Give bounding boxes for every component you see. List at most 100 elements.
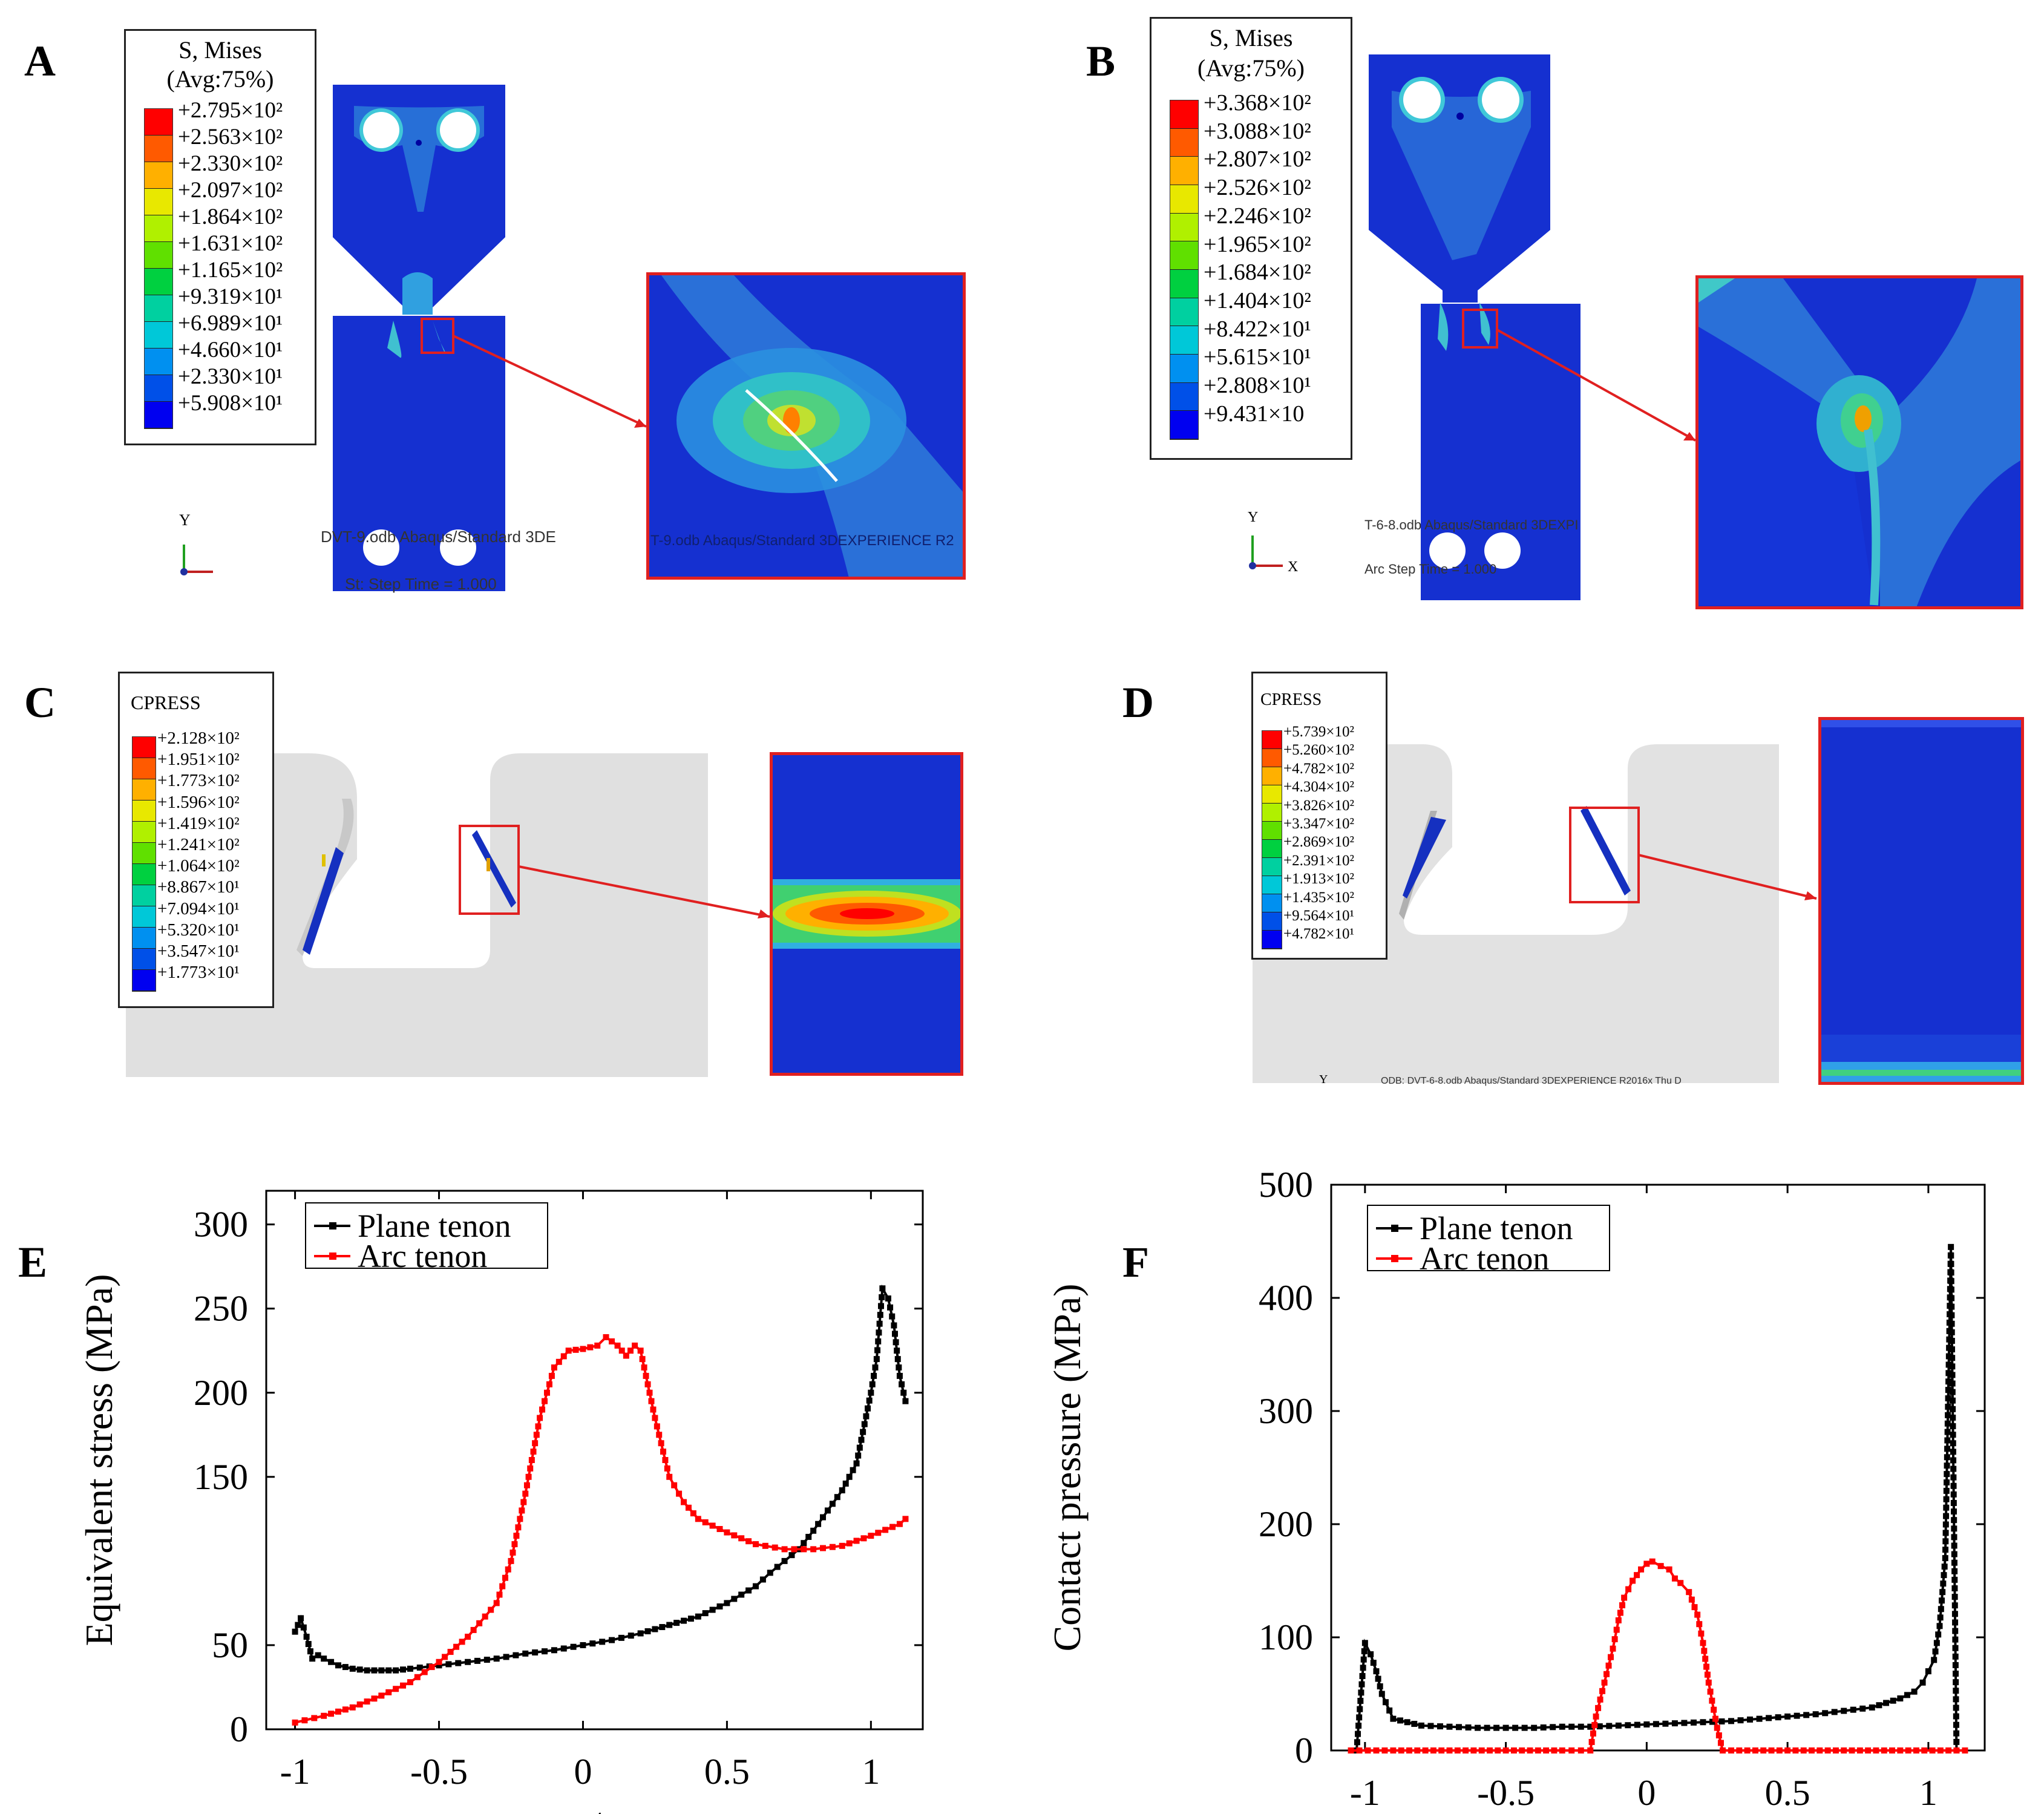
legend-d: CPRESS +5.739×10² +5.260×10² +4.782×10² +4.… <box>1251 672 1387 960</box>
zoom-d <box>1818 717 2024 1085</box>
series-marker-0 <box>532 1649 539 1655</box>
series-marker-0 <box>393 1667 399 1674</box>
series-marker-1 <box>1470 1747 1477 1753</box>
series-marker-1 <box>1873 1747 1879 1753</box>
series-marker-0 <box>1360 1665 1366 1671</box>
series-marker-0 <box>1939 1589 1946 1596</box>
legend-c-values: +2.128×10² +1.951×10² +1.773×10² +1.596×10²… <box>157 728 240 983</box>
zoom-b-band <box>1698 278 2020 606</box>
series-marker-0 <box>1690 1719 1697 1726</box>
series-marker-1 <box>1776 1747 1783 1753</box>
series-marker-0 <box>724 1600 730 1606</box>
series-marker-1 <box>532 1440 539 1447</box>
series-marker-0 <box>1354 1739 1360 1746</box>
series-marker-0 <box>1411 1721 1418 1727</box>
series-marker-1 <box>1905 1747 1911 1753</box>
legend-swatch <box>145 295 172 322</box>
series-marker-1 <box>1599 1688 1606 1694</box>
series-marker-1 <box>442 1654 448 1660</box>
legend-swatch <box>145 109 172 136</box>
series-marker-1 <box>716 1526 723 1533</box>
series-marker-0 <box>1375 1675 1381 1682</box>
series-marker-1 <box>511 1541 518 1548</box>
series-marker-1 <box>1752 1747 1758 1753</box>
series-marker-1 <box>453 1643 460 1650</box>
series-marker-0 <box>868 1389 874 1396</box>
series-marker-1 <box>1610 1645 1616 1652</box>
series-marker-0 <box>315 1652 321 1658</box>
series-marker-1 <box>459 1639 465 1645</box>
series-marker-1 <box>820 1545 827 1551</box>
legend-swatch <box>1262 804 1282 822</box>
panel-label-e: E <box>18 1238 48 1286</box>
series-marker-0 <box>560 1645 567 1652</box>
series-marker-1 <box>488 1606 494 1613</box>
series-marker-1 <box>846 1540 853 1547</box>
legend-a-title: S, Mises <box>179 36 262 64</box>
series-marker-0 <box>1952 1662 1959 1668</box>
series-marker-0 <box>1942 1555 1948 1562</box>
series-marker-1 <box>530 1449 537 1455</box>
series-marker-1 <box>1728 1747 1735 1753</box>
series-marker-0 <box>503 1654 509 1660</box>
series-marker-1 <box>643 1372 649 1379</box>
zoom-b-plot <box>1698 278 2020 606</box>
series-marker-1 <box>738 1535 745 1542</box>
series-marker-1 <box>342 1706 349 1713</box>
series-marker-1 <box>528 1457 535 1463</box>
x-tick-label: -0.5 <box>1477 1773 1535 1813</box>
series-marker-0 <box>1944 1454 1950 1461</box>
series-marker-1 <box>1703 1663 1710 1670</box>
series-marker-1 <box>666 1473 673 1480</box>
series-marker-1 <box>537 1415 543 1421</box>
series-marker-1 <box>1398 1747 1404 1753</box>
series-marker-0 <box>522 1650 529 1657</box>
series-marker-1 <box>1348 1747 1354 1753</box>
legend-value: +3.368×10² <box>1204 90 1311 116</box>
series-marker-0 <box>1948 1278 1954 1285</box>
series-marker-0 <box>856 1444 863 1451</box>
series-marker-1 <box>1744 1747 1751 1753</box>
series-marker-0 <box>702 1610 709 1617</box>
model-c-right-contact <box>472 830 516 908</box>
series-marker-0 <box>1945 1370 1952 1377</box>
legend-value: +2.869×10² <box>1283 834 1354 851</box>
x-tick-label: -1 <box>280 1752 310 1792</box>
plot-frame <box>265 1190 924 1731</box>
series-marker-0 <box>709 1606 716 1613</box>
series-marker-1 <box>1608 1654 1614 1660</box>
series-marker-1 <box>1792 1747 1799 1753</box>
series-marker-0 <box>1493 1724 1500 1731</box>
model-a-hole-bottom-left <box>363 529 399 566</box>
series-marker-0 <box>820 1514 827 1521</box>
legend-swatch <box>145 269 172 295</box>
series-marker-0 <box>858 1436 865 1443</box>
legend-swatch <box>1170 213 1198 242</box>
zoom-a-contour-5 <box>783 407 800 434</box>
series-marker-1 <box>1559 1747 1565 1753</box>
legend-value: +2.097×10² <box>178 178 283 203</box>
series-marker-0 <box>1370 1660 1377 1666</box>
series-marker-0 <box>889 1313 896 1320</box>
model-a-stress-right <box>433 321 445 354</box>
legend-value: +1.631×10² <box>178 231 283 256</box>
series-marker-0 <box>1942 1521 1949 1528</box>
series-marker-1 <box>1691 1604 1698 1611</box>
series-marker-0 <box>1945 1395 1951 1402</box>
series-marker-0 <box>1948 1312 1955 1318</box>
series-marker-0 <box>1949 1355 1956 1361</box>
legend-value: +1.965×10² <box>1204 231 1311 257</box>
x-tick-label: 0 <box>1637 1773 1656 1813</box>
series-marker-1 <box>1865 1747 1872 1753</box>
legend-value: +5.615×10¹ <box>1204 344 1311 370</box>
series-marker-0 <box>1944 1479 1950 1486</box>
series-marker-0 <box>1355 1723 1362 1729</box>
series-marker-1 <box>1760 1747 1767 1753</box>
series-marker-1 <box>1696 1621 1703 1628</box>
series-marker-1 <box>791 1546 798 1553</box>
legend-swatch <box>133 843 156 864</box>
series-marker-1 <box>648 1398 655 1404</box>
legend-value: +3.088×10² <box>1204 118 1311 144</box>
triad-b-y-label: Y <box>1248 509 1258 525</box>
series-marker-1 <box>580 1346 586 1352</box>
